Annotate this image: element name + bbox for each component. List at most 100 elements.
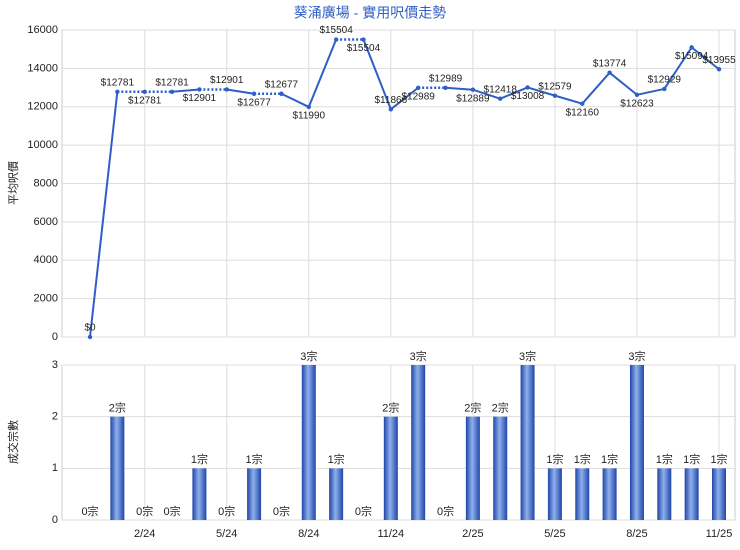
bar — [329, 468, 344, 520]
data-label: 0宗 — [136, 504, 153, 518]
data-label: 2宗 — [492, 401, 509, 415]
y-tick-label: 10000 — [27, 139, 58, 151]
data-label: 2宗 — [464, 401, 481, 415]
data-label: 1宗 — [574, 452, 591, 466]
data-label: $12781 — [155, 77, 189, 88]
data-label: $12901 — [183, 93, 217, 104]
point — [443, 85, 448, 90]
data-label: 3宗 — [300, 349, 317, 363]
point — [498, 96, 503, 101]
bar — [465, 416, 480, 520]
data-label: $12901 — [210, 75, 244, 86]
line-segment — [89, 91, 119, 338]
data-label: 0宗 — [355, 504, 372, 518]
point — [634, 92, 640, 97]
x-tick-label: 2/25 — [462, 528, 483, 540]
data-label: $12781 — [101, 77, 135, 88]
data-label: 0宗 — [437, 504, 454, 518]
x-tick-label: 8/25 — [626, 528, 647, 540]
bar — [247, 468, 262, 520]
y-tick-label: 6000 — [34, 216, 58, 228]
point — [87, 334, 93, 340]
y-axis-label: 成交宗數 — [6, 420, 20, 464]
point — [662, 86, 667, 92]
y-tick-label: 2000 — [34, 293, 58, 305]
point — [415, 85, 421, 90]
bar — [602, 468, 617, 520]
bar — [684, 468, 699, 520]
line-segment — [307, 39, 338, 108]
x-tick-label: 11/25 — [706, 528, 733, 540]
point — [333, 37, 339, 42]
data-label: $12579 — [538, 81, 572, 92]
bar — [520, 365, 535, 520]
line-segment — [390, 86, 419, 111]
data-label: 0宗 — [163, 504, 180, 518]
data-label: $11990 — [292, 111, 325, 122]
y-tick-label: 16000 — [27, 24, 58, 36]
data-label: $13008 — [511, 91, 545, 102]
chart-title: 葵涌廣場 - 實用呎價走勢 — [294, 5, 446, 21]
x-tick-label: 5/24 — [216, 528, 237, 540]
y-tick-label: 3 — [52, 359, 58, 371]
data-label: $11866 — [375, 95, 408, 106]
bar — [547, 468, 562, 520]
y-tick-label: 8000 — [34, 177, 58, 189]
bar — [192, 468, 207, 520]
y-axis-label: 平均呎價 — [6, 161, 20, 205]
data-label: 1宗 — [683, 452, 700, 466]
data-label: $12989 — [401, 91, 435, 102]
line-segment — [226, 88, 255, 95]
line-segment — [636, 87, 665, 96]
point — [716, 67, 722, 72]
x-tick-label: 5/25 — [544, 528, 565, 540]
data-label: 1宗 — [546, 452, 563, 466]
line-segment — [691, 46, 720, 71]
point — [115, 89, 120, 94]
data-label: $12929 — [648, 75, 682, 86]
data-label: 1宗 — [601, 452, 618, 466]
data-label: $12889 — [456, 93, 490, 104]
x-tick-label: 2/24 — [134, 528, 155, 540]
data-label: 1宗 — [710, 452, 727, 466]
bar — [383, 416, 398, 520]
data-label: $12623 — [620, 98, 654, 109]
line-segment — [472, 88, 501, 100]
line-segment — [663, 46, 693, 90]
data-label: $13955 — [702, 55, 736, 66]
bar — [629, 365, 644, 520]
line-segment — [281, 92, 310, 108]
data-label: 1宗 — [191, 452, 208, 466]
data-label: 1宗 — [656, 452, 673, 466]
data-label: 0宗 — [273, 504, 290, 518]
data-label: $12781 — [128, 95, 162, 106]
data-label: $13774 — [593, 58, 627, 69]
data-label: 0宗 — [218, 504, 235, 518]
point — [525, 85, 530, 90]
line-segment — [608, 71, 638, 96]
data-label: 1宗 — [246, 452, 263, 466]
bar — [411, 365, 426, 520]
line-segment — [554, 94, 583, 105]
y-tick-label: 4000 — [34, 254, 58, 266]
bar — [575, 468, 590, 520]
point — [197, 87, 202, 92]
data-label: $15504 — [347, 43, 381, 54]
point — [361, 37, 366, 42]
y-tick-label: 0 — [52, 514, 58, 526]
point — [552, 93, 558, 98]
line-segment — [527, 86, 556, 97]
data-label: 3宗 — [410, 349, 427, 363]
y-tick-label: 1 — [52, 462, 58, 474]
bar — [110, 416, 125, 520]
data-label: $12160 — [566, 107, 600, 118]
data-label: $15094 — [675, 51, 709, 62]
data-label: 1宗 — [328, 452, 345, 466]
line-segment — [445, 86, 473, 91]
point — [142, 89, 147, 94]
point — [580, 101, 585, 106]
x-tick-label: 11/24 — [377, 528, 404, 540]
data-label: 2宗 — [382, 401, 399, 415]
point — [169, 89, 175, 94]
